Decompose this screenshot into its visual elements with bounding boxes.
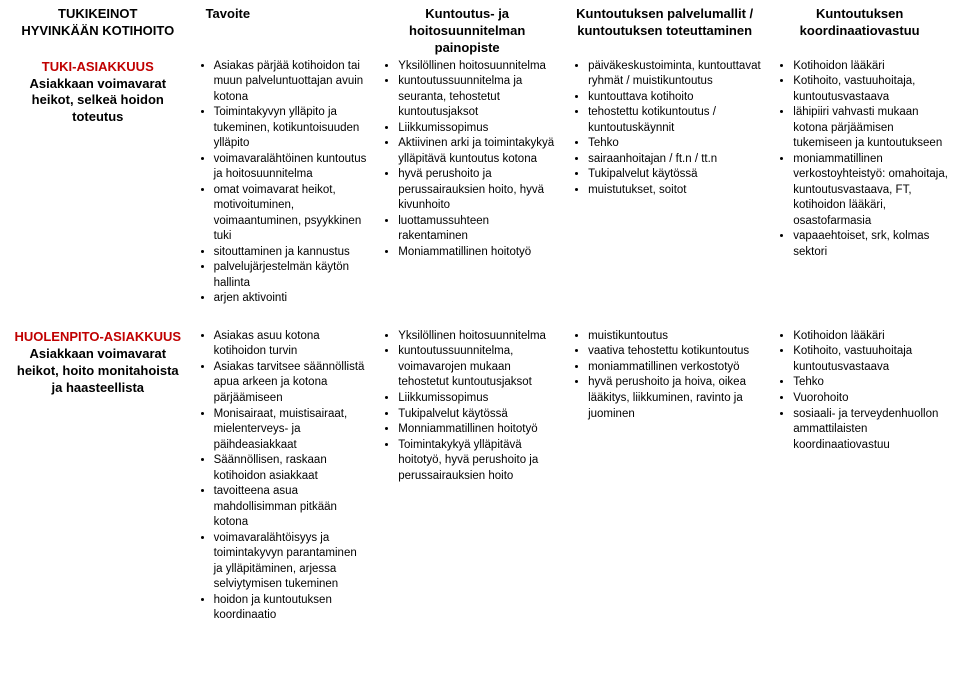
list-item: Vuorohoito [793, 391, 948, 407]
list: Asiakas asuu kotona kotihoidon turvinAsi… [192, 329, 369, 624]
cell-tavoite: Asiakas pärjää kotihoidon tai muun palve… [188, 57, 373, 309]
list-item: Yksilöllinen hoitosuunnitelma [398, 59, 558, 75]
header-col1-line1: TUKIKEINOT [12, 6, 184, 23]
list-item: vapaaehtoiset, srk, kolmas sektori [793, 229, 948, 260]
list-item: Yksilöllinen hoitosuunnitelma [398, 329, 558, 345]
list-item: Tehko [793, 375, 948, 391]
row-title: TUKI-ASIAKKUUS [12, 59, 184, 76]
header-col2: Tavoite [188, 4, 373, 57]
list-item: lähipiiri vahvasti mukaan kotona pärjääm… [793, 105, 948, 152]
list-item: Asiakas asuu kotona kotihoidon turvin [214, 329, 369, 360]
list-item: arjen aktivointi [214, 291, 369, 307]
list-item: muistikuntoutus [588, 329, 763, 345]
header-col3: Kuntoutus- ja hoitosuunnitelman painopis… [372, 4, 562, 57]
cell-tavoite: Asiakas asuu kotona kotihoidon turvinAsi… [188, 327, 373, 626]
header-col4: Kuntoutuksen palvelumallit / kuntoutukse… [562, 4, 767, 57]
table-row: TUKI-ASIAKKUUS Asiakkaan voimavarat heik… [8, 57, 952, 309]
list-item: moniammatillinen verkostotyö [588, 360, 763, 376]
list: Kotihoidon lääkäriKotihoito, vastuuhoita… [771, 329, 948, 453]
list-item: hyvä perushoito ja perussairauksien hoit… [398, 167, 558, 214]
list-item: Monisairaat, muistisairaat, mielentervey… [214, 407, 369, 454]
list: Yksilöllinen hoitosuunnitelmakuntoutussu… [376, 329, 558, 484]
list-item: voimavaralähtöisyys ja toimintakyvyn par… [214, 531, 369, 593]
list-item: Kotihoidon lääkäri [793, 59, 948, 75]
list-item: Tehko [588, 136, 763, 152]
row-subtitle: Asiakkaan voimavarat heikot, selkeä hoid… [12, 76, 184, 127]
list-item: Aktiivinen arki ja toimintakykyä ylläpit… [398, 136, 558, 167]
list: Yksilöllinen hoitosuunnitelmakuntoutussu… [376, 59, 558, 261]
list: Kotihoidon lääkäriKotihoito, vastuuhoita… [771, 59, 948, 261]
cell-palvelumallit: muistikuntoutusvaativa tehostettu kotiku… [562, 327, 767, 626]
list-item: Kotihoito, vastuuhoitaja, kuntoutusvasta… [793, 74, 948, 105]
list-item: kuntoutussuunnitelma ja seuranta, tehost… [398, 74, 558, 121]
spacer-row [8, 309, 952, 327]
list-item: tehostettu kotikuntoutus / kuntoutuskäyn… [588, 105, 763, 136]
row-label: TUKI-ASIAKKUUS Asiakkaan voimavarat heik… [8, 57, 188, 309]
list: päiväkeskustoiminta, kuntouttavat ryhmät… [566, 59, 763, 199]
list-item: Asiakas pärjää kotihoidon tai muun palve… [214, 59, 369, 106]
list-item: Liikkumissopimus [398, 391, 558, 407]
list-item: sitouttaminen ja kannustus [214, 245, 369, 261]
header-row: TUKIKEINOT HYVINKÄÄN KOTIHOITO Tavoite K… [8, 4, 952, 57]
list-item: Asiakas tarvitsee säännöllistä apua arke… [214, 360, 369, 407]
service-matrix-table: TUKIKEINOT HYVINKÄÄN KOTIHOITO Tavoite K… [8, 4, 952, 626]
cell-painopiste: Yksilöllinen hoitosuunnitelmakuntoutussu… [372, 327, 562, 626]
row-subtitle: Asiakkaan voimavarat heikot, hoito monit… [12, 346, 184, 397]
list-item: voimavaralähtöinen kuntoutus ja hoitosuu… [214, 152, 369, 183]
row-title: HUOLENPITO-ASIAKKUUS [12, 329, 184, 346]
header-col5: Kuntoutuksen koordinaatiovastuu [767, 4, 952, 57]
list-item: kuntoutussuunnitelma, voimavarojen mukaa… [398, 344, 558, 391]
row-label: HUOLENPITO-ASIAKKUUS Asiakkaan voimavara… [8, 327, 188, 626]
cell-koordinaatio: Kotihoidon lääkäriKotihoito, vastuuhoita… [767, 327, 952, 626]
list-item: Liikkumissopimus [398, 121, 558, 137]
list-item: hoidon ja kuntoutuksen koordinaatio [214, 593, 369, 624]
list-item: päiväkeskustoiminta, kuntouttavat ryhmät… [588, 59, 763, 90]
list-item: omat voimavarat heikot, motivoituminen, … [214, 183, 369, 245]
list-item: Monniammatillinen hoitotyö [398, 422, 558, 438]
list-item: vaativa tehostettu kotikuntoutus [588, 344, 763, 360]
table-row: HUOLENPITO-ASIAKKUUS Asiakkaan voimavara… [8, 327, 952, 626]
list-item: sairaanhoitajan / ft.n / tt.n [588, 152, 763, 168]
list-item: Tukipalvelut käytössä [588, 167, 763, 183]
cell-palvelumallit: päiväkeskustoiminta, kuntouttavat ryhmät… [562, 57, 767, 309]
header-col1-line2: HYVINKÄÄN KOTIHOITO [12, 23, 184, 40]
list-item: Moniammatillinen hoitotyö [398, 245, 558, 261]
cell-painopiste: Yksilöllinen hoitosuunnitelmakuntoutussu… [372, 57, 562, 309]
list-item: muistutukset, soitot [588, 183, 763, 199]
cell-koordinaatio: Kotihoidon lääkäriKotihoito, vastuuhoita… [767, 57, 952, 309]
list-item: Tukipalvelut käytössä [398, 407, 558, 423]
header-col1: TUKIKEINOT HYVINKÄÄN KOTIHOITO [8, 4, 188, 57]
list-item: Toimintakyvyn ylläpito ja tukeminen, kot… [214, 105, 369, 152]
list-item: kuntouttava kotihoito [588, 90, 763, 106]
list-item: Toimintakykyä ylläpitävä hoitotyö, hyvä … [398, 438, 558, 485]
list-item: tavoitteena asua mahdollisimman pitkään … [214, 484, 369, 531]
list-item: palvelujärjestelmän käytön hallinta [214, 260, 369, 291]
list-item: Kotihoito, vastuuhoitaja kuntoutusvastaa… [793, 344, 948, 375]
list-item: luottamussuhteen rakentaminen [398, 214, 558, 245]
list: muistikuntoutusvaativa tehostettu kotiku… [566, 329, 763, 422]
list-item: moniammatillinen verkostoyhteistyö: omah… [793, 152, 948, 230]
list-item: sosiaali- ja terveydenhuollon ammattilai… [793, 407, 948, 454]
list-item: Säännöllisen, raskaan kotihoidon asiakka… [214, 453, 369, 484]
list-item: Kotihoidon lääkäri [793, 329, 948, 345]
list-item: hyvä perushoito ja hoiva, oikea lääkitys… [588, 375, 763, 422]
list: Asiakas pärjää kotihoidon tai muun palve… [192, 59, 369, 307]
